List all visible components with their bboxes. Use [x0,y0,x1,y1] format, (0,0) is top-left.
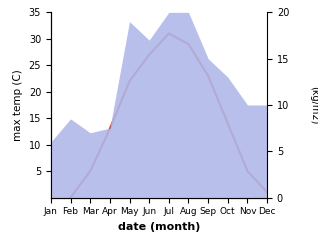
Y-axis label: max temp (C): max temp (C) [13,69,23,141]
X-axis label: date (month): date (month) [118,222,200,232]
Y-axis label: med. precipitation
(kg/m2): med. precipitation (kg/m2) [309,60,318,150]
